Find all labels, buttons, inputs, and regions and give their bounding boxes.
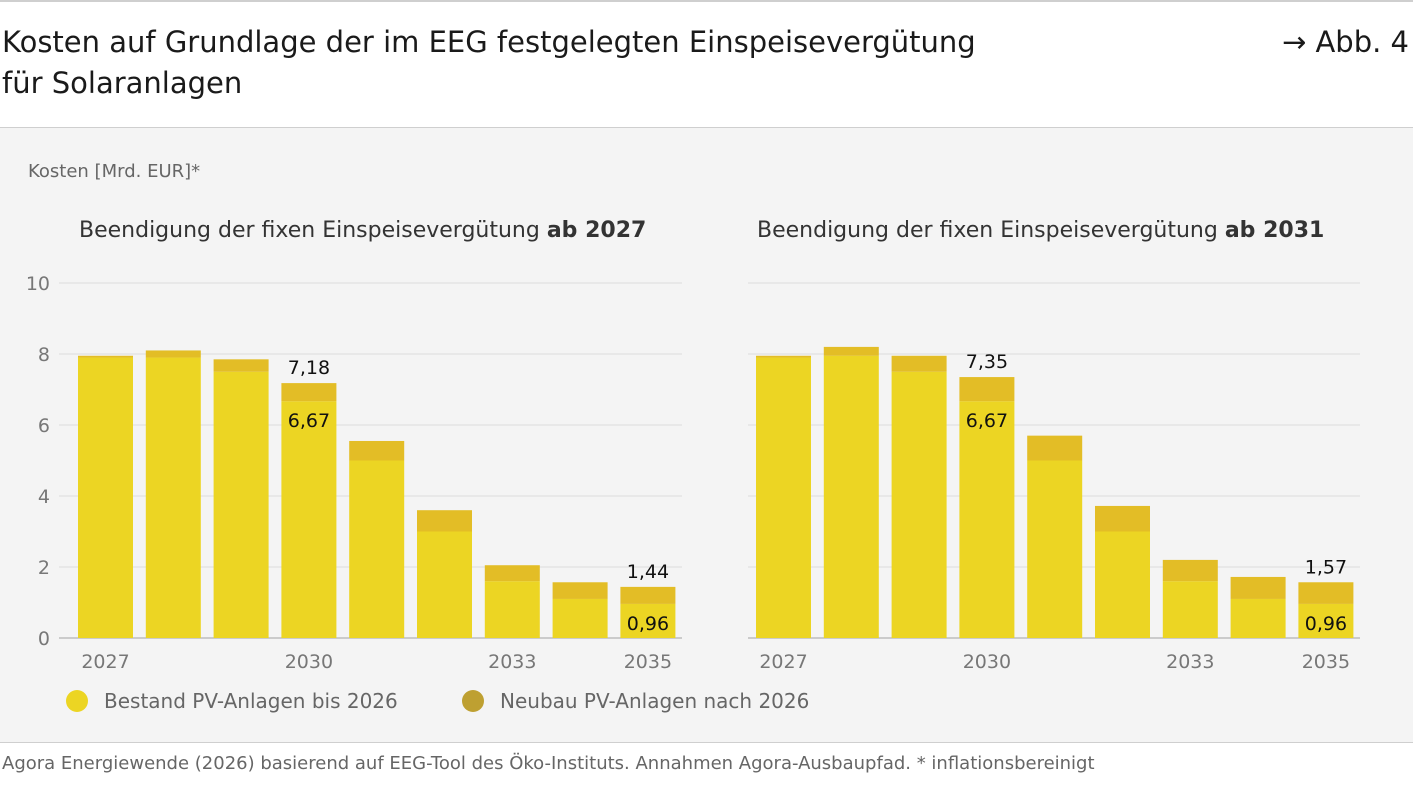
bar-neubau-right-2035 [1298,582,1354,604]
bar-bestand-right-2029 [891,371,947,638]
data-label-bestand-right-2035: 0,96 [1305,613,1347,635]
title-line-1: Kosten auf Grundlage der im EEG festgele… [2,25,976,59]
bar-neubau-left-2032 [417,510,472,532]
bar-neubau-left-2028 [145,350,201,358]
bar-neubau-left-2035 [620,586,676,604]
bar-bestand-left-2027 [78,357,133,638]
bar-bestand-left-2029 [213,371,269,638]
x-tick-label-right-2030: 2030 [963,651,1011,673]
bar-neubau-right-2034 [1230,576,1286,599]
data-label-total-left-2030: 7,18 [288,357,330,379]
legend-label-neubau: Neubau PV-Anlagen nach 2026 [500,689,810,713]
y-tick-label-2: 2 [38,557,50,579]
legend-swatch-neubau [462,690,484,712]
data-label-bestand-left-2030: 6,67 [288,410,330,432]
bar-bestand-right-2031 [1027,460,1083,638]
legend-swatch-bestand [66,690,88,712]
data-label-total-left-2035: 1,44 [627,561,669,583]
bar-bestand-left-2032 [417,531,472,638]
y-tick-label-4: 4 [38,486,50,508]
subtitle-left-prefix: Beendigung der fixen Einspeisevergütung [79,218,547,243]
y-tick-label-10: 10 [26,273,50,295]
bar-bestand-right-2035 [1298,603,1354,638]
x-tick-label-left-2030: 2030 [285,651,333,673]
source-note: Agora Energiewende (2026) basierend auf … [2,753,1095,774]
top-divider [0,0,1413,2]
subtitle-left-bold: ab 2027 [546,218,647,243]
y-tick-label-0: 0 [38,628,50,650]
bar-bestand-right-2034 [1230,598,1286,638]
y-axis-unit-label: Kosten [Mrd. EUR]* [28,161,201,182]
bar-bestand-right-2027 [756,357,811,638]
bar-bestand-left-2028 [145,357,201,638]
chart-right: 2027 2030 7,35 6,67 2033 2035 1,57 0,96 [748,282,1360,673]
bar-neubau-right-2028 [823,346,879,356]
bar-neubau-right-2032 [1095,505,1150,532]
data-label-bestand-right-2030: 6,67 [966,410,1008,432]
subtitle-right-prefix: Beendigung der fixen Einspeisevergütung [757,218,1225,243]
bar-bestand-right-2032 [1095,531,1150,638]
subtitle-right-bold: ab 2031 [1224,218,1325,243]
y-tick-label-6: 6 [38,415,50,437]
bar-bestand-right-2033 [1162,581,1218,638]
bar-neubau-right-2033 [1162,559,1218,582]
chart-subtitle-right: Beendigung der fixen Einspeisevergütung … [757,218,1324,243]
chart-panel: 0 2 4 6 8 10 2027 2030 7,18 6,67 2033 2035 1,44 0,96 2… [0,127,1413,743]
bar-bestand-left-2034 [552,598,608,638]
bar-neubau-left-2034 [552,582,608,599]
x-tick-label-right-2035: 2035 [1302,651,1350,673]
title-line-2: für Solaranlagen [2,66,243,100]
x-tick-label-left-2035: 2035 [624,651,672,673]
bar-neubau-left-2030 [281,383,337,402]
bar-bestand-right-2030 [959,401,1015,638]
x-tick-label-right-2033: 2033 [1166,651,1214,673]
bar-neubau-left-2029 [213,359,269,372]
chart-title: Kosten auf Grundlage der im EEG festgele… [2,22,1102,104]
bar-bestand-left-2035 [620,603,676,638]
x-tick-label-left-2027: 2027 [81,651,129,673]
bar-neubau-right-2027 [756,355,811,358]
data-label-total-right-2030: 7,35 [966,351,1008,373]
bar-neubau-right-2030 [959,377,1015,402]
y-tick-label-8: 8 [38,344,50,366]
bar-bestand-right-2028 [823,355,879,638]
bar-bestand-left-2033 [484,581,540,638]
data-label-total-right-2035: 1,57 [1305,556,1347,578]
bar-bestand-left-2030 [281,401,337,638]
legend-label-bestand: Bestand PV-Anlagen bis 2026 [104,689,398,713]
x-tick-label-left-2033: 2033 [488,651,536,673]
bar-neubau-right-2029 [891,355,947,372]
bar-bestand-left-2031 [349,460,405,638]
figure-reference: → Abb. 4 [1281,25,1409,59]
bar-neubau-left-2031 [349,440,405,461]
chart-left: 0 2 4 6 8 10 2027 2030 7,18 6,67 2033 2035 1,44 0,96 [26,273,682,673]
bar-neubau-left-2033 [484,565,540,582]
x-tick-label-right-2027: 2027 [759,651,807,673]
bar-neubau-left-2027 [78,355,133,358]
chart-subtitle-left: Beendigung der fixen Einspeisevergütung … [79,218,646,243]
bar-neubau-right-2031 [1027,435,1083,461]
data-label-bestand-left-2035: 0,96 [627,613,669,635]
